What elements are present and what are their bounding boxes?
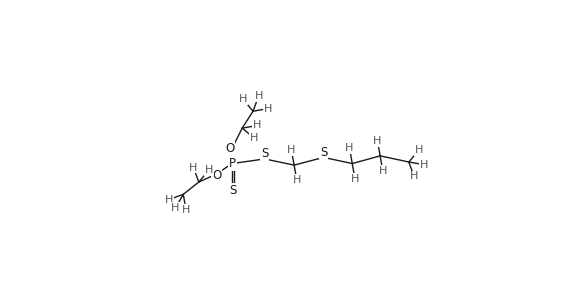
Text: H: H <box>410 172 418 182</box>
Text: P: P <box>229 157 236 170</box>
Text: S: S <box>261 147 268 160</box>
Text: H: H <box>250 133 258 143</box>
Text: H: H <box>415 145 423 155</box>
Text: H: H <box>373 136 381 146</box>
Text: H: H <box>264 103 272 113</box>
Text: H: H <box>254 91 263 101</box>
Text: O: O <box>225 142 234 155</box>
Text: S: S <box>320 146 327 158</box>
Text: H: H <box>189 162 197 173</box>
Text: H: H <box>379 166 387 176</box>
Text: H: H <box>420 160 428 170</box>
Text: H: H <box>239 94 247 104</box>
Text: H: H <box>182 205 190 215</box>
Text: H: H <box>165 195 173 205</box>
Text: H: H <box>171 203 180 213</box>
Text: O: O <box>212 169 222 182</box>
Text: H: H <box>345 143 354 153</box>
Text: H: H <box>292 175 301 185</box>
Text: S: S <box>229 184 237 197</box>
Text: H: H <box>253 121 262 131</box>
Text: H: H <box>205 165 213 175</box>
Text: H: H <box>351 174 359 184</box>
Text: H: H <box>287 145 295 155</box>
